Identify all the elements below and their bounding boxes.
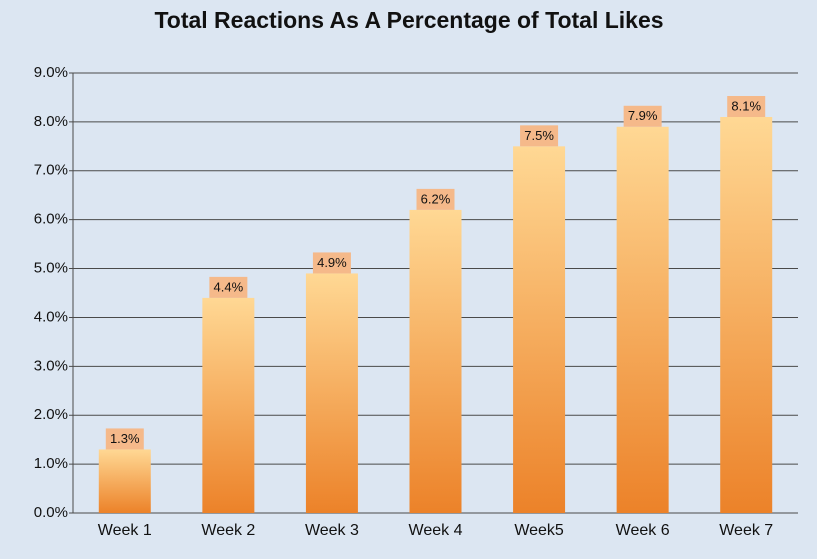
y-tick-label: 2.0% bbox=[34, 406, 68, 423]
value-label: 6.2% bbox=[421, 191, 451, 206]
value-label: 1.3% bbox=[110, 431, 140, 446]
x-tick-label: Week 3 bbox=[305, 522, 359, 539]
y-tick-label: 6.0% bbox=[34, 211, 68, 228]
bar bbox=[98, 449, 151, 513]
value-label: 4.9% bbox=[317, 255, 347, 270]
bar bbox=[409, 209, 462, 513]
y-tick-label: 7.0% bbox=[34, 162, 68, 179]
x-tick-label: Week 7 bbox=[719, 522, 773, 539]
value-label-box bbox=[312, 252, 351, 274]
y-tick-label: 0.0% bbox=[34, 504, 68, 521]
x-tick-label: Week 4 bbox=[409, 522, 463, 539]
bar bbox=[305, 273, 358, 513]
x-tick-label: Week 6 bbox=[616, 522, 670, 539]
value-label-box bbox=[105, 428, 144, 450]
bar bbox=[202, 297, 255, 513]
y-tick-label: 3.0% bbox=[34, 357, 68, 374]
bar bbox=[513, 146, 566, 514]
value-label-box bbox=[727, 96, 766, 117]
y-tick-label: 4.0% bbox=[34, 308, 68, 325]
x-tick-label: Week5 bbox=[514, 522, 564, 539]
value-label-box bbox=[520, 125, 559, 147]
y-tick-label: 8.0% bbox=[34, 113, 68, 130]
value-label-box bbox=[209, 276, 248, 298]
x-tick-label: Week 2 bbox=[201, 522, 255, 539]
y-tick-label: 1.0% bbox=[34, 455, 68, 472]
value-label-box bbox=[623, 105, 662, 127]
value-label: 7.9% bbox=[628, 108, 658, 123]
value-label: 8.1% bbox=[731, 98, 761, 113]
bar bbox=[616, 126, 669, 514]
chart-title: Total Reactions As A Percentage of Total… bbox=[154, 7, 663, 33]
bar bbox=[720, 117, 773, 513]
x-tick-label: Week 1 bbox=[98, 522, 152, 539]
value-label: 7.5% bbox=[524, 128, 554, 143]
y-tick-label: 9.0% bbox=[34, 64, 68, 81]
value-label-box bbox=[416, 188, 455, 210]
value-label: 4.4% bbox=[214, 279, 244, 294]
y-tick-label: 5.0% bbox=[34, 260, 68, 277]
